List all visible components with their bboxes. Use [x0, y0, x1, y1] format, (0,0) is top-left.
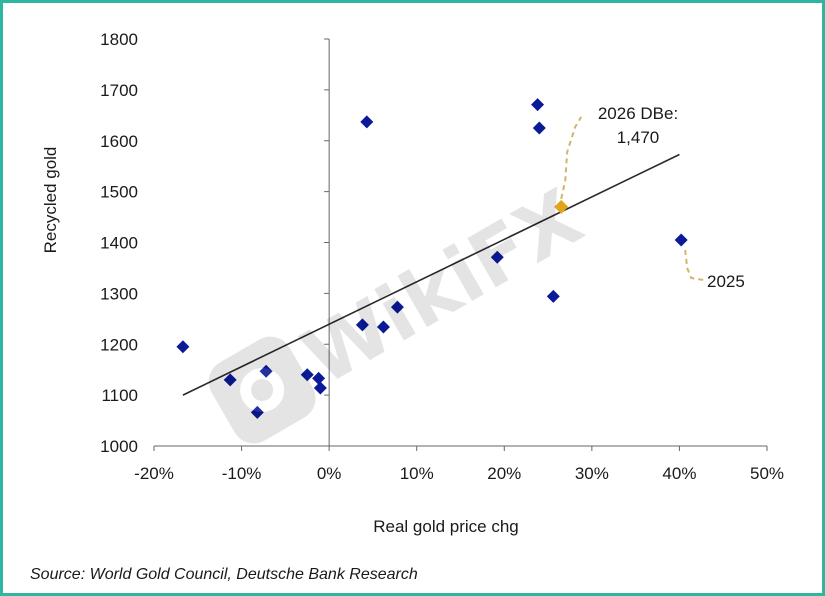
watermark-text: WikiFX — [288, 173, 597, 403]
wikifx-logo-icon — [208, 336, 316, 444]
data-point — [546, 289, 560, 303]
annotation-leader — [560, 116, 583, 200]
data-point — [360, 115, 374, 129]
source-note: Source: World Gold Council, Deutsche Ban… — [30, 566, 418, 583]
data-point — [313, 381, 327, 395]
annotation-leader — [684, 249, 704, 281]
x-tick-label: -20% — [134, 464, 174, 483]
data-point — [250, 405, 264, 419]
x-axis-title: Real gold price chg — [373, 517, 519, 536]
data-point — [223, 373, 237, 387]
watermark: WikiFX — [208, 173, 597, 444]
y-axis-title: Recycled gold — [41, 147, 60, 254]
x-tick-label: 40% — [662, 464, 696, 483]
data-points — [176, 98, 688, 419]
annotation-label: 1,470 — [617, 128, 660, 147]
data-point — [390, 300, 404, 314]
x-tick-label: -10% — [222, 464, 262, 483]
y-tick-label: 1400 — [100, 234, 138, 253]
y-tick-label: 1800 — [100, 30, 138, 49]
data-point — [531, 98, 545, 112]
data-point — [376, 320, 390, 334]
x-tick-label: 0% — [317, 464, 342, 483]
data-point — [674, 233, 688, 247]
y-tick-label: 1500 — [100, 183, 138, 202]
data-point — [532, 121, 546, 135]
x-tick-label: 20% — [487, 464, 521, 483]
data-point — [176, 340, 190, 354]
data-point — [312, 371, 326, 385]
data-point — [259, 364, 273, 378]
data-point — [490, 250, 504, 264]
x-tick-label: 50% — [750, 464, 784, 483]
trendline — [182, 153, 680, 396]
y-tick-label: 1600 — [100, 132, 138, 151]
annotation-label: 2025 — [707, 272, 745, 291]
annotations: 2026 DBe: 1,470 2025 — [560, 104, 745, 291]
x-tick-label: 30% — [575, 464, 609, 483]
annotation-label: 2026 DBe: — [598, 104, 678, 123]
y-tick-label: 1000 — [100, 437, 138, 456]
trendline-group — [182, 153, 680, 396]
data-point — [355, 318, 369, 332]
highlight-point — [554, 199, 569, 214]
y-tick-label: 1100 — [101, 386, 138, 405]
data-point — [300, 368, 314, 382]
y-tick-label: 1300 — [100, 284, 138, 303]
axes: 1000 1100 1200 1300 1400 1500 1600 1700 1800 -20%… — [100, 30, 784, 483]
y-tick-label: 1700 — [100, 81, 138, 100]
x-tick-label: 10% — [400, 464, 434, 483]
y-tick-label: 1200 — [100, 335, 138, 354]
